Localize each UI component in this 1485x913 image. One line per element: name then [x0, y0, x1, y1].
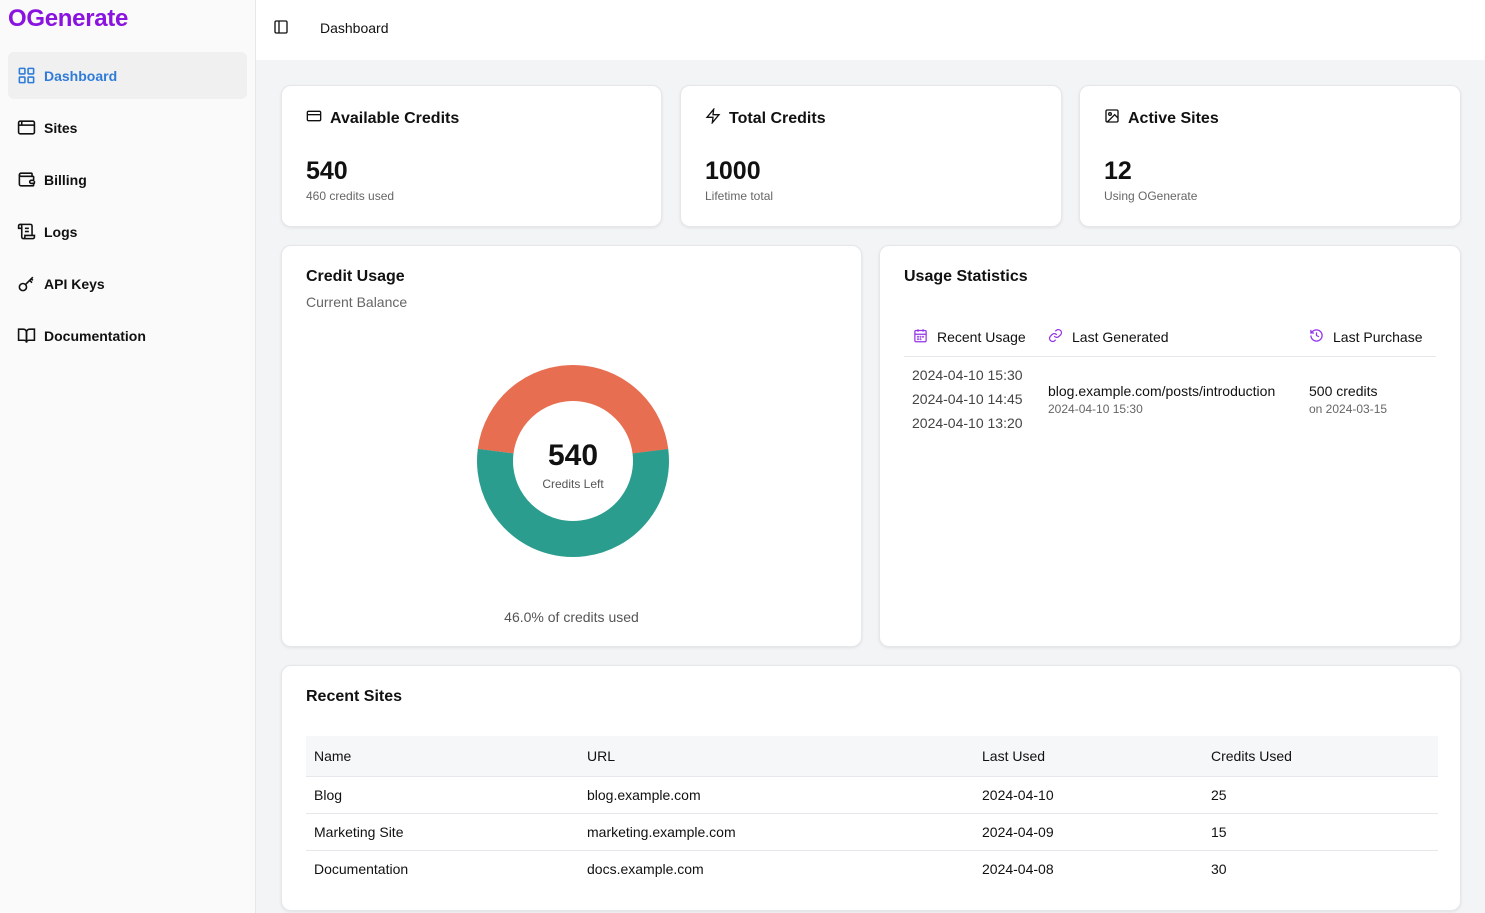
divider: [904, 356, 1436, 357]
recent-usage-entry: 2024-04-10 14:45: [912, 391, 1023, 407]
sidebar-toggle-icon[interactable]: [273, 19, 291, 37]
site-name: Marketing Site: [306, 813, 579, 851]
main-content: Available Credits 540 460 credits used T…: [256, 60, 1485, 913]
scroll-icon: [16, 222, 36, 242]
credit-usage-percent: 46.0% of credits used: [504, 609, 639, 625]
stat-card-available-credits: Available Credits 540 460 credits used: [281, 85, 662, 227]
credit-card-icon: [306, 108, 330, 129]
site-last-used: 2024-04-10: [974, 776, 1203, 814]
stat-title-label: Active Sites: [1128, 109, 1219, 127]
wallet-icon: [16, 170, 36, 190]
last-generated-url[interactable]: blog.example.com/posts/introduction: [1048, 383, 1276, 399]
column-header-name: Name: [306, 736, 579, 777]
sidebar-item-label: Documentation: [44, 327, 146, 344]
sidebar-item-label: Dashboard: [44, 67, 118, 84]
card-subtitle: Current Balance: [306, 294, 408, 310]
stat-title-label: Total Credits: [729, 109, 826, 127]
sidebar-item-label: Billing: [44, 171, 87, 188]
sidebar-item-api-keys[interactable]: API Keys: [8, 260, 247, 307]
card-title: Usage Statistics: [904, 268, 1028, 285]
last-generated-time: 2024-04-10 15:30: [1048, 402, 1143, 416]
site-credits-used: 30: [1211, 860, 1227, 877]
stat-value: 12: [1104, 157, 1132, 185]
history-icon: [1309, 328, 1333, 346]
sidebar-nav: Dashboard Sites Billing Logs API Keys: [8, 52, 247, 364]
credit-donut-chart: [477, 365, 669, 557]
sidebar-item-documentation[interactable]: Documentation: [8, 312, 247, 359]
recent-sites-table: Name URL Last Used Credits Used Blog blo…: [306, 736, 1438, 887]
book-open-icon: [16, 326, 36, 346]
table-header-row: Name URL Last Used Credits Used: [306, 736, 1438, 777]
column-label: Last Purchase: [1333, 329, 1423, 345]
site-url[interactable]: blog.example.com: [579, 776, 974, 814]
column-label: Last Generated: [1072, 329, 1169, 345]
sidebar-item-sites[interactable]: Sites: [8, 104, 247, 151]
sidebar-item-billing[interactable]: Billing: [8, 156, 247, 203]
last-purchase-date: on 2024-03-15: [1309, 402, 1388, 416]
sidebar-item-dashboard[interactable]: Dashboard: [8, 52, 247, 99]
site-url[interactable]: marketing.example.com: [579, 813, 974, 851]
key-icon: [16, 274, 36, 294]
column-header-last-used: Last Used: [974, 736, 1203, 777]
stat-value: 540: [306, 157, 348, 185]
dashboard-grid-icon: [16, 66, 36, 86]
donut-center-label: Credits Left: [542, 477, 604, 491]
site-credits-used: 15: [1203, 813, 1438, 851]
column-header-credits-used: Credits Used: [1203, 736, 1438, 777]
donut-center-value: 540: [547, 439, 599, 472]
zap-icon: [705, 107, 729, 129]
top-header: Dashboard: [256, 0, 1485, 60]
site-name: Documentation: [314, 860, 409, 877]
sidebar: OGenerate Dashboard Sites Billing Logs: [0, 0, 256, 913]
stat-value: 1000: [705, 157, 761, 185]
image-icon: [1104, 108, 1128, 129]
calendar-icon: [913, 328, 937, 346]
stat-title: Active Sites: [1104, 108, 1219, 129]
last-purchase-header: Last Purchase: [1309, 328, 1423, 346]
app-logo[interactable]: OGenerate: [8, 5, 129, 32]
site-name: Blog: [306, 776, 579, 814]
browser-window-icon: [16, 118, 36, 138]
recent-sites-card: Recent Sites Name URL Last Used Credits …: [281, 665, 1461, 911]
table-row[interactable]: Documentation docs.example.com 2024-04-0…: [306, 850, 1438, 887]
site-credits-used: 25: [1203, 776, 1438, 814]
breadcrumb[interactable]: Dashboard: [320, 20, 389, 36]
credit-usage-card: Credit Usage Current Balance 540 Credits…: [281, 245, 862, 647]
sidebar-item-label: API Keys: [44, 275, 105, 292]
last-purchase-amount: 500 credits: [1309, 383, 1378, 399]
link-icon: [1048, 328, 1072, 346]
site-url[interactable]: docs.example.com: [587, 860, 704, 877]
last-generated-header: Last Generated: [1048, 328, 1169, 346]
table-row[interactable]: Blog blog.example.com 2024-04-10 25: [306, 776, 1438, 814]
stat-card-total-credits: Total Credits 1000 Lifetime total: [680, 85, 1062, 227]
column-label: Recent Usage: [937, 329, 1026, 345]
stat-subtext: Lifetime total: [705, 189, 774, 203]
stat-title-label: Available Credits: [330, 109, 460, 127]
card-title: Credit Usage: [306, 268, 405, 285]
usage-statistics-card: Usage Statistics Recent Usage Last Gener…: [879, 245, 1461, 647]
recent-usage-entry: 2024-04-10 13:20: [912, 415, 1023, 431]
sidebar-item-logs[interactable]: Logs: [8, 208, 247, 255]
stat-card-active-sites: Active Sites 12 Using OGenerate: [1079, 85, 1461, 227]
stat-title: Available Credits: [306, 108, 459, 129]
column-header-url: URL: [579, 736, 974, 777]
table-row[interactable]: Marketing Site marketing.example.com 202…: [306, 813, 1438, 851]
site-last-used: 2024-04-08: [982, 860, 1054, 877]
stat-subtext: Using OGenerate: [1104, 189, 1198, 203]
site-last-used: 2024-04-09: [974, 813, 1203, 851]
stat-title: Total Credits: [705, 107, 826, 129]
card-title: Recent Sites: [306, 688, 403, 705]
recent-usage-entry: 2024-04-10 15:30: [912, 367, 1023, 383]
sidebar-item-label: Sites: [44, 119, 78, 136]
sidebar-item-label: Logs: [44, 223, 78, 240]
stat-subtext: 460 credits used: [306, 189, 395, 203]
recent-usage-header: Recent Usage: [913, 328, 1026, 346]
